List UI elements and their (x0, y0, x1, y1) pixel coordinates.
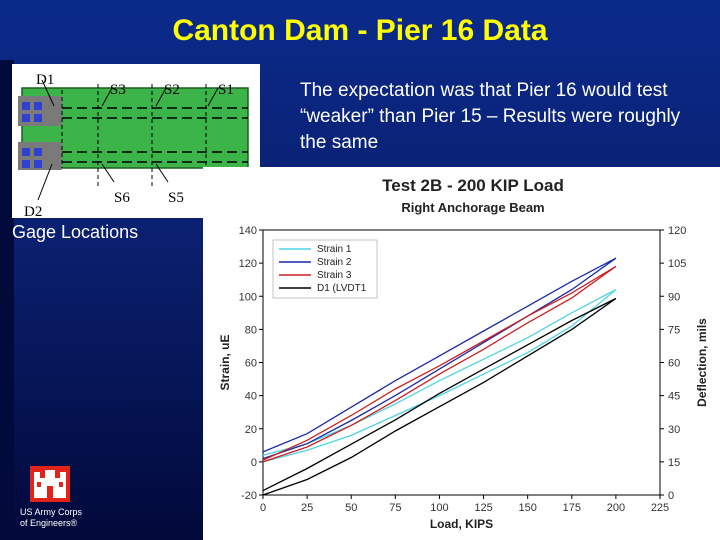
sensor-block (22, 148, 30, 156)
y-tick-label: 0 (251, 457, 257, 469)
x-tick-label: 200 (607, 502, 625, 514)
gage-diagram-svg: D1 S3 S2 S1 S6 S5 D2 (18, 72, 249, 220)
y-tick-label: 80 (245, 324, 257, 336)
y2-tick-label: 75 (668, 324, 680, 336)
leader-line (37, 163, 53, 201)
y-tick-label: 120 (239, 258, 257, 270)
y-tick-label: 100 (239, 291, 257, 303)
usace-line-2: of Engineers® (20, 518, 78, 528)
y2-axis-label: Deflection, mils (695, 318, 709, 407)
series-line-3-down (262, 265, 617, 463)
y2-tick-label: 45 (668, 391, 680, 403)
leader-line (155, 163, 169, 183)
leader-line (155, 87, 167, 107)
y-tick-label: 40 (245, 391, 257, 403)
chart-svg: Test 2B - 200 KIP Load Right Anchorage B… (218, 176, 709, 531)
series-line-4-down (262, 297, 617, 496)
label-s1: S1 (218, 82, 234, 98)
y-tick-label: 140 (239, 225, 257, 237)
series-line-2-down (262, 257, 617, 460)
x-tick-label: 50 (345, 502, 357, 514)
x-axis-label: Load, KIPS (430, 517, 493, 531)
castle-icon (30, 466, 70, 502)
y2-tick-label: 0 (668, 490, 674, 502)
sidebar-shade (0, 60, 14, 540)
legend-entry: Strain 1 (317, 244, 352, 255)
x-tick-label: 25 (301, 502, 313, 514)
sensor-block (34, 160, 42, 168)
label-s5: S5 (168, 190, 184, 206)
y2-tick-label: 105 (668, 258, 686, 270)
slide-title: Canton Dam - Pier 16 Data (172, 14, 548, 47)
usace-castle-logo (30, 466, 70, 502)
leader-line (101, 87, 113, 107)
leader-line (207, 87, 219, 107)
legend-entry: Strain 2 (317, 257, 352, 268)
chart-subtitle: Right Anchorage Beam (401, 200, 544, 215)
label-s6: S6 (114, 190, 130, 206)
label-s3: S3 (110, 82, 126, 98)
series-line-1-up (262, 289, 617, 456)
x-tick-label: 0 (260, 502, 266, 514)
x-tick-label: 125 (474, 502, 492, 514)
sensor-block (22, 114, 30, 122)
x-tick-label: 225 (651, 502, 669, 514)
label-d1: D1 (36, 72, 54, 88)
usace-line-1: US Army Corps (20, 507, 83, 517)
y2-tick-label: 15 (668, 457, 680, 469)
gage-locations-caption: Gage Locations (12, 222, 139, 242)
x-tick-label: 175 (563, 502, 581, 514)
sensor-block (22, 160, 30, 168)
label-s2: S2 (164, 82, 180, 98)
y-tick-label: -20 (241, 490, 257, 502)
chart-title: Test 2B - 200 KIP Load (382, 176, 564, 195)
sensor-block (34, 102, 42, 110)
expectation-note: The expectation was that Pier 16 would t… (300, 80, 681, 153)
x-tick-label: 150 (518, 502, 536, 514)
y2-tick-label: 120 (668, 225, 686, 237)
strain-deflection-chart: Test 2B - 200 KIP Load Right Anchorage B… (203, 167, 720, 540)
sensor-block (34, 114, 42, 122)
legend-entry: D1 (LVDT1 (317, 283, 367, 294)
x-tick-label: 100 (430, 502, 448, 514)
series-line-1-down (262, 289, 617, 463)
y-tick-label: 60 (245, 358, 257, 370)
series-line-3-up (262, 265, 617, 461)
usace-wordmark: US Army Corps of Engineers® (20, 507, 82, 529)
y-tick-label: 20 (245, 424, 257, 436)
x-tick-label: 75 (389, 502, 401, 514)
y2-tick-label: 90 (668, 291, 680, 303)
sensor-block (22, 102, 30, 110)
y2-tick-label: 30 (668, 424, 680, 436)
legend-entry: Strain 3 (317, 270, 352, 281)
series-line-2-up (262, 257, 617, 453)
leader-line (41, 79, 55, 107)
y2-tick-label: 60 (668, 358, 680, 370)
sensor-block (34, 148, 42, 156)
leader-line (101, 163, 115, 183)
series-line-4-up (262, 297, 617, 492)
y-axis-label: Strain, uE (218, 334, 232, 390)
label-d2: D2 (24, 204, 42, 218)
